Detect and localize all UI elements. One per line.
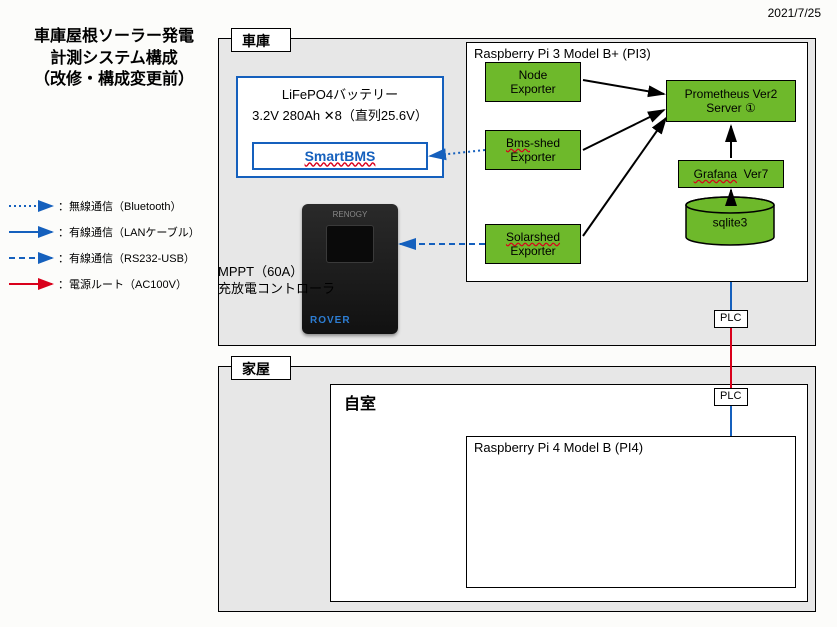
legend-row: ：電源ルート（AC100V） — [8, 276, 200, 292]
legend-row: ：有線通信（RS232-USB） — [8, 250, 200, 266]
pi4-label: Raspberry Pi 4 Model B (PI4) — [474, 440, 643, 455]
exporter-box: SolarshedExporter — [485, 224, 581, 264]
sqlite3-db: sqlite3 — [684, 196, 776, 246]
prometheus-box: Prometheus Ver2Server ① — [666, 80, 796, 122]
house-tab: 家屋 — [231, 356, 291, 380]
battery-line2: 3.2V 280Ah ✕8（直列25.6V） — [238, 105, 442, 124]
grafana-label: Grafana Ver7 — [694, 167, 769, 181]
exporter-label: SolarshedExporter — [506, 230, 560, 259]
exporter-box: Bms-shedExporter — [485, 130, 581, 170]
pi3-label: Raspberry Pi 3 Model B+ (PI3) — [474, 46, 651, 61]
exporter-box: NodeExporter — [485, 62, 581, 102]
date: 2021/7/25 — [768, 6, 821, 20]
legend-label: ：電源ルート（AC100V） — [58, 276, 187, 292]
legend-line-icon — [8, 277, 54, 291]
title-line-3: （改修・構成変更前） — [24, 69, 204, 91]
legend-line-icon — [8, 199, 54, 213]
mppt-caption-line1: MPPT（60A） — [218, 264, 335, 281]
legend-label: ：無線通信（Bluetooth） — [58, 198, 181, 214]
legend-row: ：有線通信（LANケーブル） — [8, 224, 200, 240]
exporter-label: Bms-shedExporter — [506, 136, 560, 165]
pi4-box — [466, 436, 796, 588]
legend-line-icon — [8, 251, 54, 265]
legend-line-icon — [8, 225, 54, 239]
mppt-model: ROVER — [310, 315, 351, 326]
garage-tab: 車庫 — [231, 28, 291, 52]
mppt-brand: RENOGY — [308, 210, 392, 219]
legend-label: ：有線通信（RS232-USB） — [58, 250, 195, 266]
legend: ：無線通信（Bluetooth） ：有線通信（LANケーブル） ：有線通信（RS23… — [8, 198, 200, 302]
plc-lower: PLC — [714, 388, 748, 406]
diagram-title: 車庫屋根ソーラー発電 計測システム構成 （改修・構成変更前） — [24, 26, 204, 91]
legend-row: ：無線通信（Bluetooth） — [8, 198, 200, 214]
title-line-2: 計測システム構成 — [24, 48, 204, 70]
sqlite3-label: sqlite3 — [684, 215, 776, 229]
exporter-label: NodeExporter — [510, 68, 555, 97]
grafana-box: Grafana Ver7 — [678, 160, 784, 188]
prometheus-label: Prometheus Ver2Server ① — [685, 87, 778, 116]
mppt-caption-line2: 充放電コントローラ — [218, 281, 335, 298]
mppt-caption: MPPT（60A） 充放電コントローラ — [218, 264, 335, 298]
plc-upper: PLC — [714, 310, 748, 328]
legend-label: ：有線通信（LANケーブル） — [58, 224, 200, 240]
battery-line1: LiFePO4バッテリー — [238, 84, 442, 103]
mppt-screen — [326, 225, 374, 263]
smartbms-box: SmartBMS — [252, 142, 428, 170]
title-line-1: 車庫屋根ソーラー発電 — [24, 26, 204, 48]
room-label: 自室 — [344, 390, 376, 414]
smartbms-label: SmartBMS — [305, 148, 376, 165]
